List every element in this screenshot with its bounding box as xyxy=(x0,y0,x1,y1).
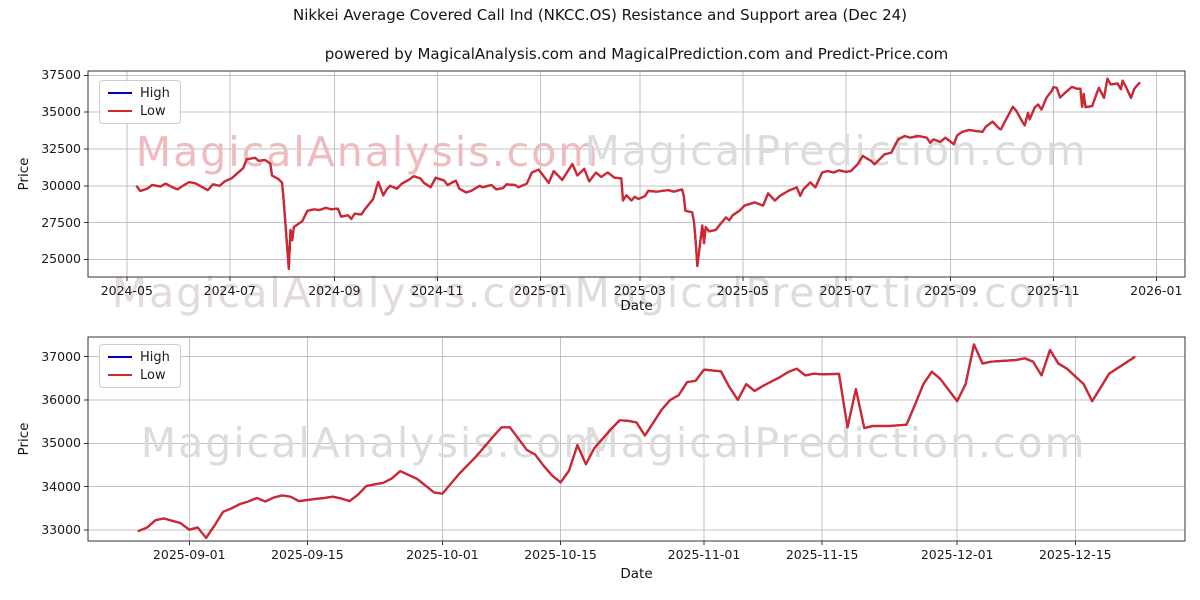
high-line-swatch xyxy=(108,92,132,94)
y-tick-label: 36000 xyxy=(41,391,81,407)
low-line-swatch xyxy=(108,374,132,376)
x-tick-label: 2025-05 xyxy=(716,283,769,298)
y-tick-label: 27500 xyxy=(41,214,81,230)
x-tick-label: 2026-01 xyxy=(1130,283,1183,298)
top-chart-x-axis-label: Date xyxy=(620,298,653,314)
top-chart-legend: High Low xyxy=(99,80,181,124)
legend-item-low: Low xyxy=(100,104,180,119)
bottom-chart-x-axis-label: Date xyxy=(620,566,653,582)
x-tick-label: 2024-11 xyxy=(411,283,464,298)
x-tick-label: 2024-09 xyxy=(308,283,361,298)
y-tick-label: 30000 xyxy=(41,177,81,193)
y-tick-label: 37500 xyxy=(41,67,81,83)
x-tick-label: 2025-09-15 xyxy=(271,547,344,562)
legend-label-high: High xyxy=(140,349,170,365)
high-line-swatch xyxy=(108,356,132,358)
legend-item-high: High xyxy=(100,86,180,101)
x-tick-label: 2025-11 xyxy=(1027,283,1080,298)
legend-label-low: Low xyxy=(140,103,166,119)
y-tick-label: 32500 xyxy=(41,140,81,156)
x-tick-label: 2025-12-15 xyxy=(1038,547,1112,562)
watermark-text: MagicalPrediction.com xyxy=(584,127,1088,175)
x-tick-label: 2025-11-01 xyxy=(667,547,741,562)
x-tick-label: 2025-07 xyxy=(819,283,872,298)
watermark-text: MagicalAnalysis.com xyxy=(135,128,601,176)
y-tick-label: 35000 xyxy=(41,435,81,451)
legend-item-low: Low xyxy=(100,368,180,383)
x-tick-label: 2025-12-01 xyxy=(920,547,994,562)
x-tick-label: 2025-11-15 xyxy=(785,547,859,562)
x-tick-label: 2024-07 xyxy=(203,283,256,298)
bottom-chart-legend: High Low xyxy=(99,344,181,388)
y-tick-label: 25000 xyxy=(41,251,81,267)
legend-item-high: High xyxy=(100,350,180,365)
x-tick-label: 2025-09-01 xyxy=(152,547,226,562)
y-tick-label: 33000 xyxy=(41,522,81,538)
x-tick-label: 2024-05 xyxy=(100,283,153,298)
y-tick-label: 34000 xyxy=(41,478,81,494)
page-title: Nikkei Average Covered Call Ind (NKCC.OS… xyxy=(292,6,908,24)
x-tick-label: 2025-10-01 xyxy=(406,547,479,562)
x-tick-label: 2025-09 xyxy=(924,283,977,298)
powered-by-subtitle: powered by MagicalAnalysis.com and Magic… xyxy=(324,45,949,63)
x-tick-label: 2025-10-15 xyxy=(524,547,597,562)
x-tick-label: 2025-03 xyxy=(613,283,666,298)
y-tick-label: 35000 xyxy=(41,104,81,120)
legend-label-low: Low xyxy=(140,367,166,383)
watermark-text: MagicalAnalysis.com xyxy=(140,419,606,467)
legend-label-high: High xyxy=(140,85,170,101)
watermark-text: MagicalPrediction.com xyxy=(583,419,1087,467)
y-tick-label: 37000 xyxy=(41,348,81,364)
low-line-swatch xyxy=(108,110,132,112)
x-tick-label: 2025-01 xyxy=(514,283,567,298)
